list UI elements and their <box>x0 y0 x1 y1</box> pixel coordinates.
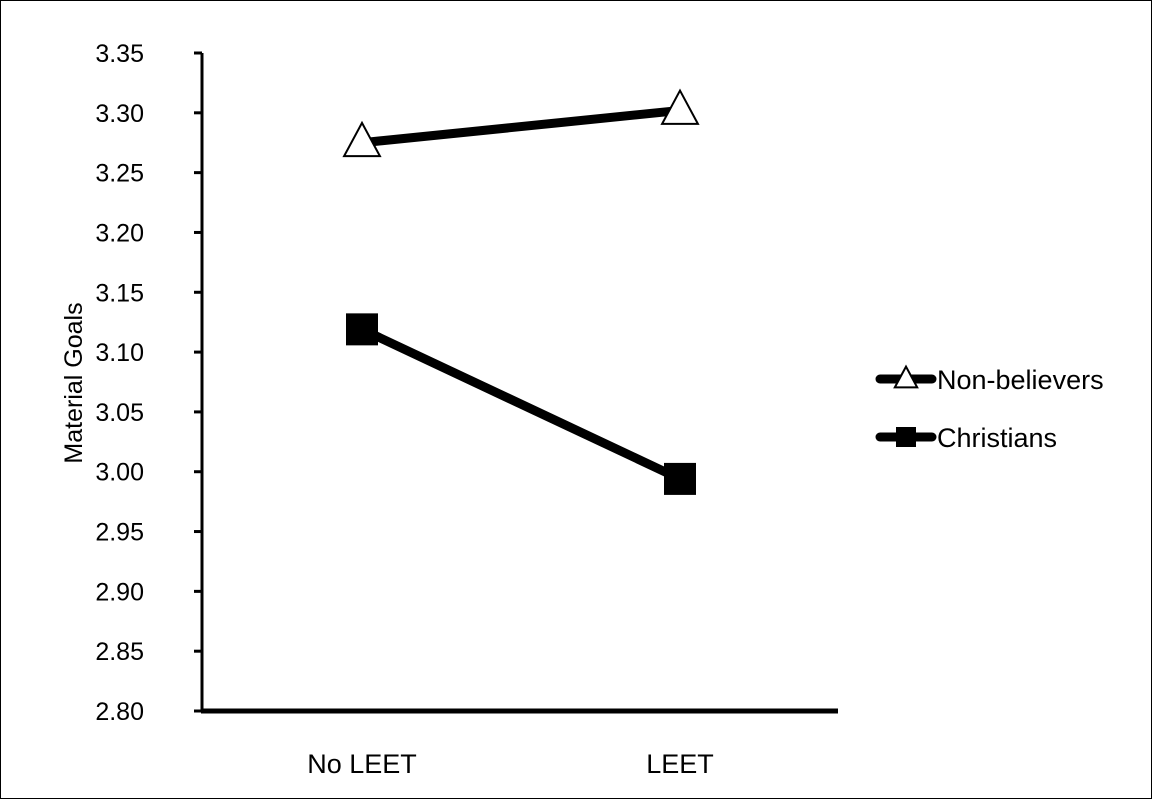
y-axis-label: Material Goals <box>60 302 88 463</box>
x-tick-label: LEET <box>646 749 714 779</box>
y-tick-label: 3.20 <box>95 219 144 247</box>
y-tick-label: 2.90 <box>95 578 144 606</box>
y-tick-label: 3.25 <box>95 160 144 188</box>
legend-label: Christians <box>937 423 1057 453</box>
legend-label: Non-believers <box>937 365 1104 395</box>
y-tick-label: 2.95 <box>95 519 144 547</box>
square-marker <box>896 427 916 447</box>
y-tick-label: 3.15 <box>95 279 144 307</box>
series-line <box>360 325 682 483</box>
plot-area: 2.80 2.85 2.90 2.95 3.00 3.05 3.10 3.15 3.20 3.25… <box>95 40 838 779</box>
y-tick-label: 3.35 <box>95 40 144 68</box>
triangle-marker <box>342 120 382 158</box>
square-marker <box>664 462 696 495</box>
y-tick-label: 3.10 <box>95 339 144 367</box>
triangle-marker <box>660 88 700 125</box>
series-line <box>361 105 681 148</box>
y-tick-label: 3.30 <box>95 100 144 128</box>
y-tick-label: 3.00 <box>95 459 144 487</box>
y-tick-label: 2.85 <box>95 638 144 666</box>
y-tick-label: 2.80 <box>95 698 144 726</box>
triangle-marker <box>893 364 919 389</box>
square-marker <box>346 313 378 346</box>
x-tick-label: No LEET <box>307 749 417 779</box>
legend: Non-believers Christians <box>875 364 1104 453</box>
y-tick-label: 3.05 <box>95 399 144 427</box>
